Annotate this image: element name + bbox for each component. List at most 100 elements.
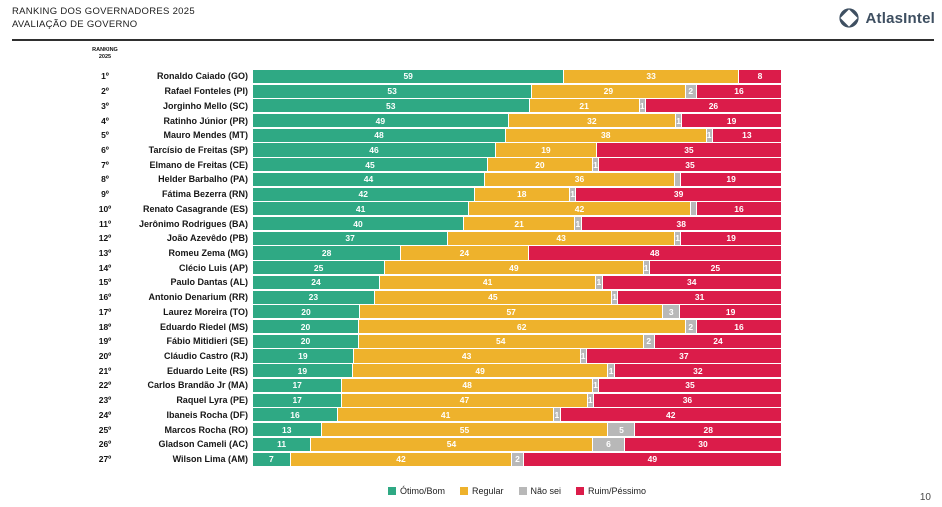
bar-segment-ruim-pessimo: 32 [614,364,782,378]
stacked-bar: 19 49 1 32 [253,364,782,378]
stacked-bar: 17 47 1 36 [253,393,781,407]
bar-segment-value: 19 [541,144,551,155]
bar-segment-otimo-bom: 20 [253,334,358,348]
bar-segment-regular: 49 [352,364,608,378]
bar-segment-regular: 32 [508,113,676,128]
rank-label: 5º [101,130,109,141]
bar-segment-value: 6 [606,439,611,450]
stacked-bar: 46 19 35 [253,143,781,157]
bar-segment-nao-sei: 1 [596,275,602,289]
bar-segment-value: 48 [462,380,472,391]
bar-segment-value: 31 [694,292,705,303]
bar-segment-value: 53 [386,100,396,111]
bar-segment-value: 28 [321,247,332,258]
bar-segment-value: 2 [688,86,694,97]
bar-segment-nao-sei: 3 [663,305,680,319]
bar-segment-value: 1 [675,233,680,244]
stacked-bar: 13 55 5 28 [253,423,781,437]
governor-name: Raquel Lyra (PE) [176,395,248,406]
rank-label: 17º [98,306,112,317]
rank-label: 2º [101,86,109,97]
bar-segment-regular: 55 [321,423,608,437]
bar-segment-value: 17 [292,380,302,391]
bar-segment-value: 23 [308,292,319,303]
chart-row: 19º Fábio Mitidieri (SE) 20 54 2 24 [0,334,942,349]
stacked-bar: 40 21 1 38 [253,217,781,231]
legend-swatch [459,487,468,495]
governor-name: Antonio Denarium (RR) [148,292,249,303]
rank-label: 19º [98,336,112,347]
bar-segment-otimo-bom: 11 [253,437,311,451]
bar-segment-ruim-pessimo: 25 [649,261,781,275]
bar-segment-value: 47 [459,395,470,406]
bar-segment-nao-sei: 1 [643,261,649,275]
bar-segment-value: 26 [708,100,719,111]
governor-name: Romeu Zema (MG) [168,247,248,258]
ranking-column-header: RANKING 2025 [85,47,125,61]
bar-segment-value: 1 [643,262,649,273]
bar-segment-otimo-bom: 48 [253,128,505,142]
bar-segment-value: 5 [619,424,624,435]
bar-segment-otimo-bom: 16 [253,408,337,422]
governor-name: João Azevêdo (PB) [166,233,248,244]
chart-row: 12º João Azevêdo (PB) 37 43 1 19 [0,231,942,246]
bar-segment-ruim-pessimo: 36 [593,393,781,407]
legend-item-ruim-pessimo: Ruim/Péssimo [576,486,646,496]
governor-name: Marcos Rocha (RO) [164,424,248,435]
bar-segment-otimo-bom: 44 [253,172,484,186]
bar-segment-nao-sei [675,172,681,186]
bar-segment-value: 46 [369,144,379,155]
bar-segment-value: 36 [574,174,585,185]
bar-segment-ruim-pessimo: 34 [602,275,781,289]
rank-label: 13º [98,247,112,258]
bar-segment-regular: 41 [380,275,596,289]
bar-segment-value: 37 [679,351,689,362]
page-title: RANKING DOS GOVERNADORES 2025 AVALIAÇÃO … [12,5,195,31]
bar-segment-regular: 38 [506,128,706,142]
bar-segment-nao-sei: 2 [643,334,654,348]
stacked-bar: 11 54 6 30 [253,437,781,451]
bar-segment-value: 33 [646,71,656,82]
bar-segment-value: 13 [742,130,752,141]
bar-segment-value: 42 [396,454,406,465]
stacked-bar: 7 42 2 49 [253,452,781,466]
bar-segment-nao-sei: 1 [675,231,681,245]
bar-segment-otimo-bom: 17 [253,378,342,392]
rank-label: 21º [98,365,112,376]
chart-row: 14º Clécio Luis (AP) 25 49 1 25 [0,260,942,275]
stacked-bar: 28 24 48 [253,246,781,260]
bar-segment-regular: 47 [342,393,587,407]
governor-name: Ronaldo Caiado (GO) [157,71,248,82]
bar-segment-value: 44 [363,174,374,185]
bar-segment-value: 1 [575,218,581,229]
bar-segment-value: 49 [647,454,658,465]
rank-label: 10º [98,203,112,214]
stacked-bar: 19 43 1 37 [253,349,781,363]
bar-segment-value: 1 [639,100,645,111]
bar-segment-value: 49 [475,365,485,376]
bar-segment-value: 1 [587,395,593,406]
bar-segment-regular: 62 [359,320,685,334]
stacked-bar: 20 62 2 16 [253,320,781,334]
bar-segment-ruim-pessimo: 13 [712,128,781,142]
rank-label: 11º [98,218,112,229]
bar-segment-ruim-pessimo: 39 [576,187,781,201]
governor-name: Renato Casagrande (ES) [142,203,248,214]
bar-segment-otimo-bom: 13 [253,423,321,437]
ranking-header-line-2: 2025 [98,54,112,60]
stacked-bar: 16 41 1 42 [253,408,781,422]
rank-label: 24º [98,409,112,420]
bar-segment-regular: 29 [532,84,685,98]
rank-label: 20º [98,351,112,362]
bar-segment-value: 24 [311,277,321,288]
bar-segment-value: 1 [706,130,712,141]
legend-label: Ótimo/Bom [399,486,445,496]
bar-segment-nao-sei: 1 [554,408,560,422]
bar-segment-value: 57 [506,306,516,317]
bar-segment-value: 13 [282,424,292,435]
bar-segment-regular: 18 [474,187,569,201]
bar-segment-otimo-bom: 59 [253,69,564,83]
chart-row: 9º Fátima Bezerra (RN) 42 18 1 39 [0,187,942,202]
bar-segment-otimo-bom: 19 [253,364,352,378]
bar-segment-value: 54 [496,336,506,347]
